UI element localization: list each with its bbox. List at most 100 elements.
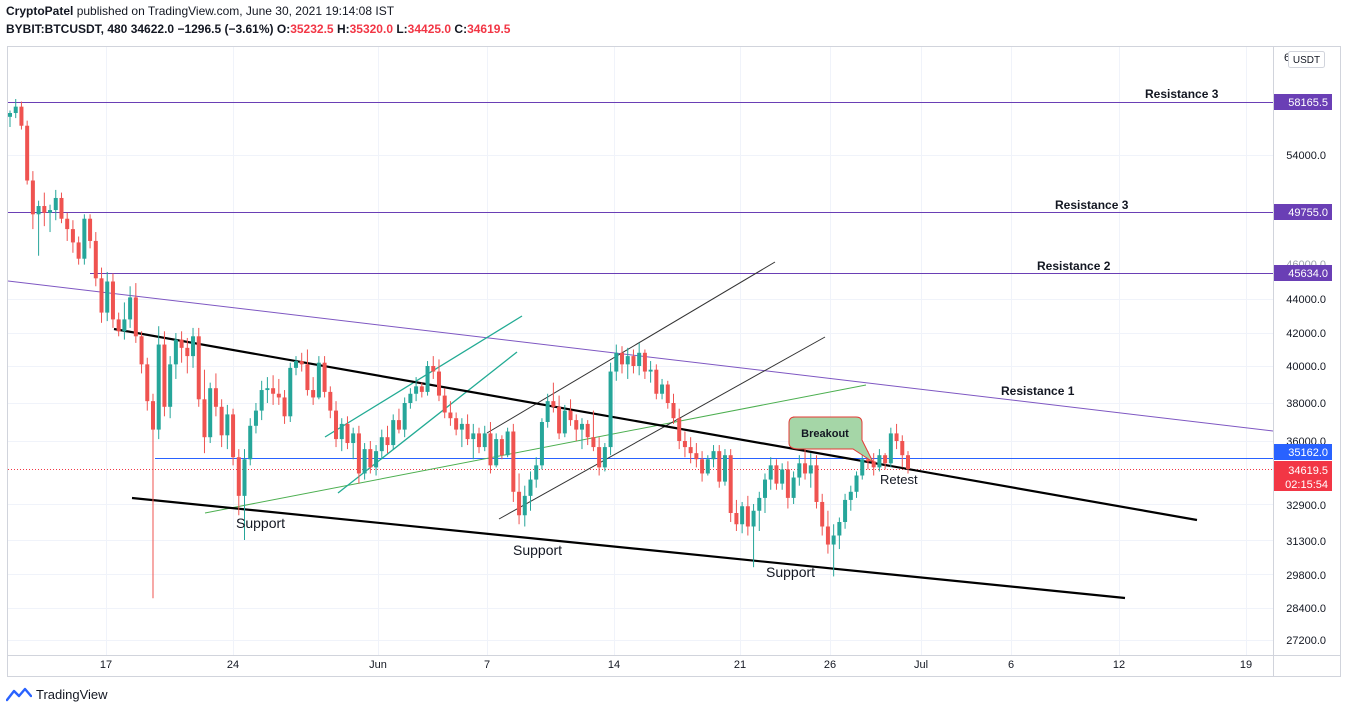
candle-body [396,420,401,430]
candle-body [191,336,196,357]
candle-body [213,388,218,407]
candle-body [860,459,865,476]
candle-body [585,423,590,438]
candle-body [757,497,762,511]
currency-label: USDT [1293,55,1320,66]
candle-body [8,113,13,117]
candle-body [711,451,716,460]
tradingview-logo-icon [6,687,32,702]
candle-body [722,455,727,482]
annotation-resistance-3-lower: Resistance 3 [1055,198,1129,212]
candle-body [865,459,870,462]
black-channel-lower[interactable] [498,336,826,520]
high-value: 35320.0 [349,22,393,36]
candle-body [654,369,659,394]
candle-body [671,403,676,419]
candle-body [797,463,802,478]
candle-body [248,425,253,460]
x-tick: Jun [369,659,387,671]
y-tick: 54000.0 [1286,150,1326,162]
candle-body [259,390,264,411]
candle-body [648,369,653,372]
candle-body [608,371,613,448]
candle-body [156,344,161,430]
open-label: O: [276,22,291,36]
candle-body [150,401,155,430]
candle-body [562,410,567,434]
candle-body [271,388,276,394]
candle-body [768,465,773,480]
candle-body [568,410,573,421]
candle-body [602,447,607,468]
candle-body [774,465,779,484]
candle-body [843,499,848,522]
candle-body [110,281,115,320]
candle-body [374,451,379,468]
candle-body [517,491,522,516]
y-tick: 27200.0 [1286,635,1326,647]
green-trendline[interactable] [204,384,867,514]
time-axis[interactable]: 17 24 Jun 7 14 21 26 Jul 6 12 19 [100,659,1252,671]
candle-body [883,455,888,464]
candle-body [305,364,310,391]
candle-body [488,433,493,466]
candle-body [334,410,339,440]
candle-body [299,361,304,365]
candle-body [288,367,293,417]
teal-channel-lower[interactable] [337,351,518,494]
candle-body [614,352,619,372]
price-axis[interactable]: 6 54000.0 46000.0 44000.0 42000.0 40000.… [1284,52,1326,647]
tradingview-footer[interactable]: TradingView [6,686,108,702]
currency-badge[interactable]: USDT [1288,51,1325,68]
candle-body [557,406,562,434]
candles [8,99,911,599]
candle-body [236,457,241,496]
black-channel-upper[interactable] [486,261,776,434]
candle-body [465,423,470,440]
candle-body [276,393,281,398]
candle-body [265,388,270,391]
y-tick-partial-top: 6 [1284,52,1290,64]
y-tick: 29800.0 [1286,570,1326,582]
low-value: 34425.0 [407,22,452,36]
candle-body [88,218,93,241]
candle-body [36,206,41,215]
annotation-resistance-2: Resistance 2 [1037,259,1111,273]
candle-body [814,465,819,502]
candle-body [751,510,756,527]
candle-body [877,455,882,468]
price-label-bg [1274,265,1332,281]
candle-body [677,418,682,441]
teal-channel-upper[interactable] [324,315,523,438]
x-tick: 21 [734,659,746,671]
candle-body [59,197,64,219]
candle-body [837,522,842,536]
symbol-name: BYBIT:BTCUSDT, 480 [6,22,128,36]
close-value: 34619.5 [467,22,511,36]
candle-body [905,455,911,469]
price-label-resistance-2: 45634.0 [1288,268,1328,280]
y-tick: 40000.0 [1286,361,1326,373]
candle-body [368,449,373,468]
candle-body [253,410,258,426]
breakout-callout[interactable]: Breakout [788,416,875,464]
author-name[interactable]: CryptoPatel [6,4,74,18]
candle-body [900,441,905,456]
candle-body [70,229,75,243]
candle-body [780,469,785,484]
candle-body [505,431,510,456]
price-label-current-bg [1274,461,1332,491]
candle-body [225,414,230,436]
candle-body [620,352,625,365]
high-label: H: [336,22,350,36]
candle-body [539,422,544,466]
tradingview-brand: TradingView [36,686,108,702]
wedge-resistance-line[interactable] [113,327,1198,522]
wedge-support-line[interactable] [131,496,1126,600]
candle-body [242,459,247,496]
candle-body [82,218,87,259]
candle-body [425,366,430,392]
candle-body [454,418,459,430]
candle-body [99,278,104,313]
